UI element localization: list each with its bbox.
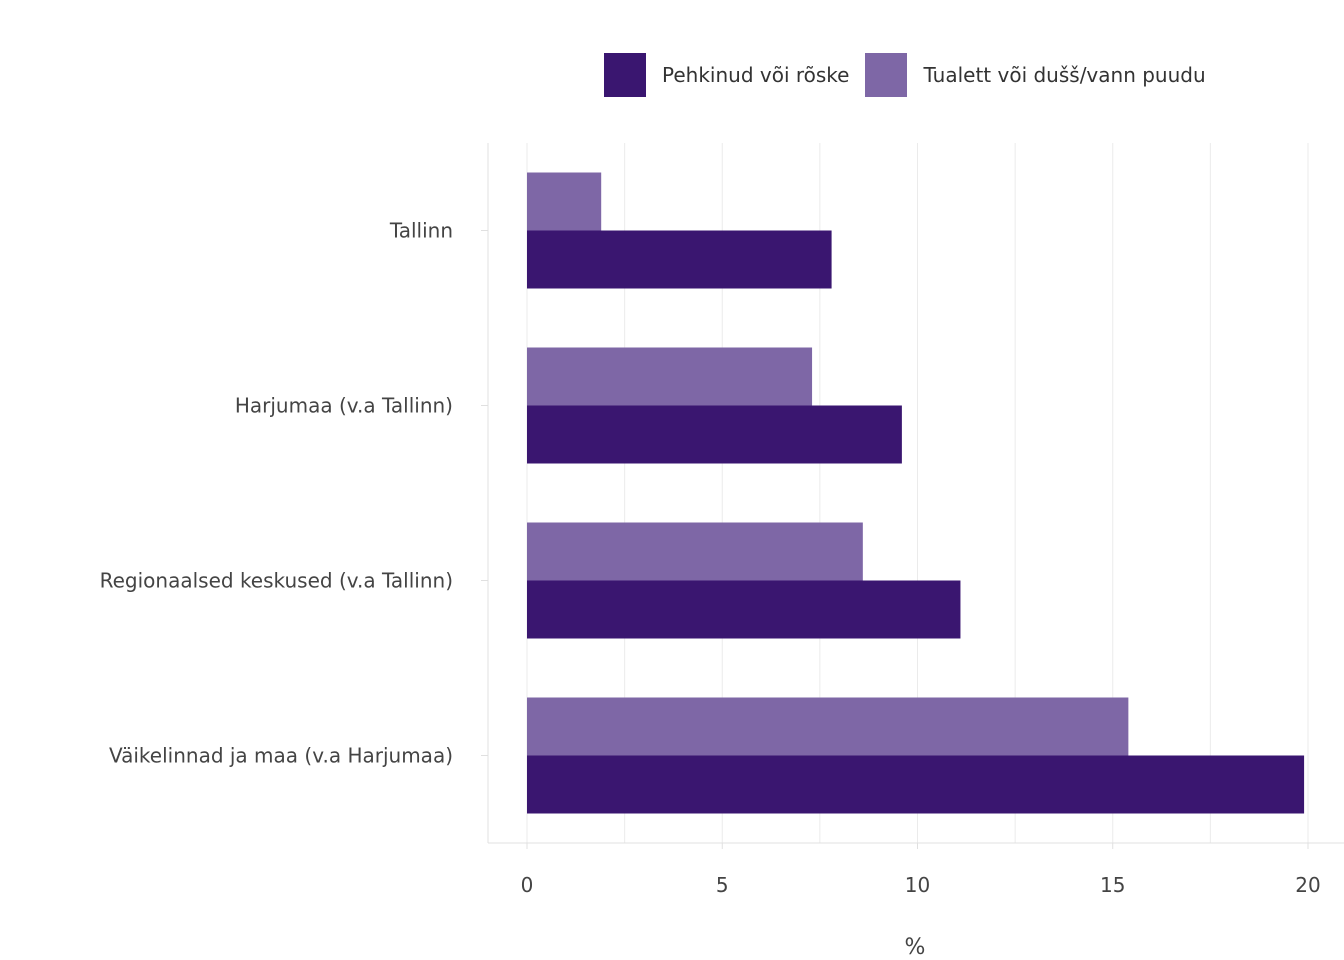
bar-tualett xyxy=(527,172,602,231)
category-label: Harjumaa (v.a Tallinn) xyxy=(235,394,453,418)
x-tick-label: 10 xyxy=(905,873,930,897)
bar-pehkinud xyxy=(527,405,902,464)
x-tick-label: 5 xyxy=(716,873,729,897)
legend-swatch-tualett xyxy=(865,53,908,97)
category-label: Tallinn xyxy=(389,219,453,243)
x-tick-label: 0 xyxy=(521,873,534,897)
bar-pehkinud xyxy=(527,580,961,639)
legend-label-tualett: Tualett või dušš/vann puudu xyxy=(923,63,1206,87)
x-tick-label: 20 xyxy=(1295,873,1320,897)
legend-label-pehkinud: Pehkinud või rõske xyxy=(662,63,850,87)
legend: Pehkinud või rõske Tualett või dušš/vann… xyxy=(604,53,1222,97)
bar-tualett xyxy=(527,347,813,406)
category-label: Regionaalsed keskused (v.a Tallinn) xyxy=(100,569,453,593)
x-tick-label: 15 xyxy=(1100,873,1125,897)
bar-pehkinud xyxy=(527,230,832,289)
legend-item-pehkinud: Pehkinud või rõske xyxy=(604,53,849,97)
legend-swatch-pehkinud xyxy=(604,53,646,97)
legend-item-tualett: Tualett või dušš/vann puudu xyxy=(865,53,1206,97)
x-axis-label: % xyxy=(905,935,926,960)
bar-tualett xyxy=(527,522,863,581)
category-label: Väikelinnad ja maa (v.a Harjumaa) xyxy=(109,744,453,768)
bar-tualett xyxy=(527,697,1129,756)
bar-pehkinud xyxy=(527,755,1305,814)
